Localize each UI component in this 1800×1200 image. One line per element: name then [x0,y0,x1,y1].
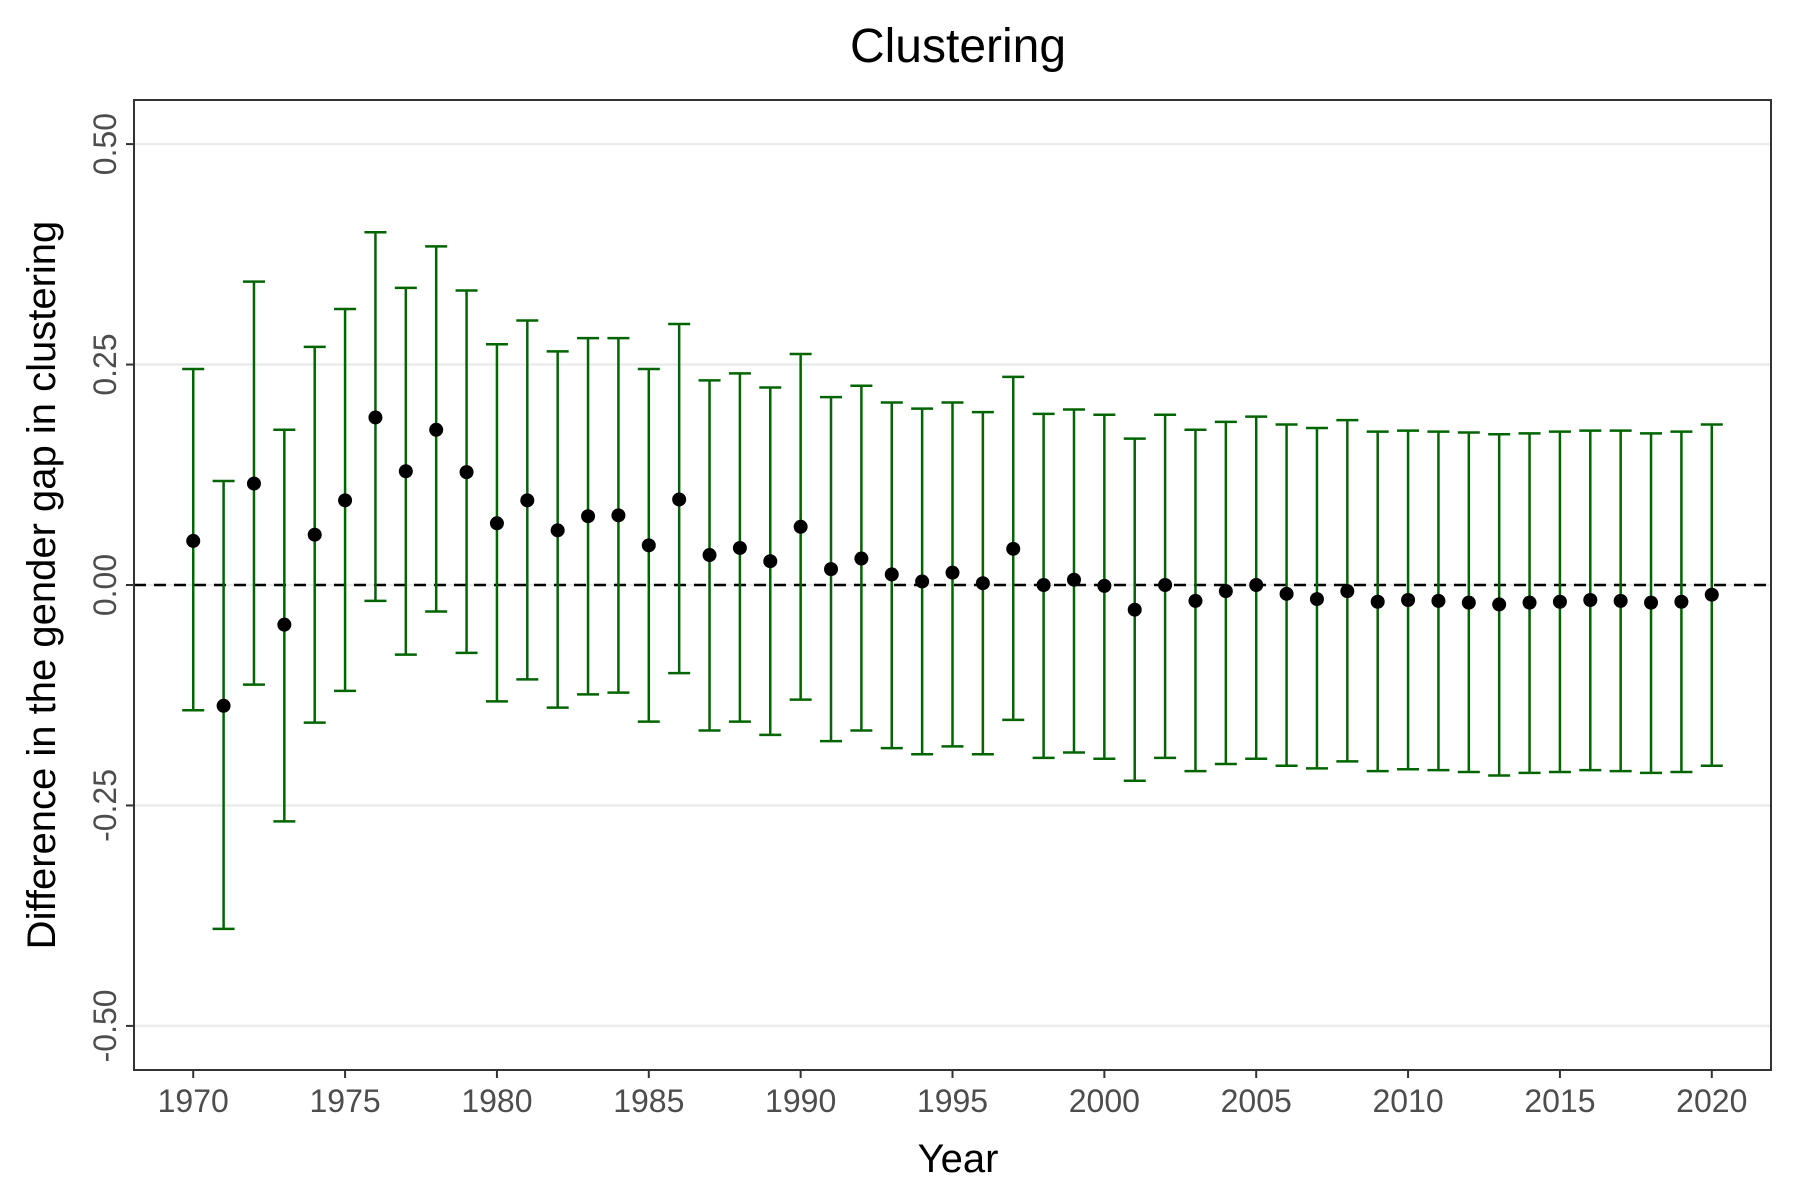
x-axis-ticks: 1970 1975 1980 1985 1990 1995 2000 2005 2010 2015… [158,1070,1747,1119]
data-point [732,540,747,555]
data-point [611,508,626,523]
x-axis-title: Year [918,1137,999,1181]
y-tick-label: 0.50 [87,113,123,175]
data-point [945,565,960,580]
data-point [641,538,656,553]
data-points [186,410,1719,713]
data-point [1097,578,1112,593]
data-point [1583,592,1598,607]
data-point [1158,578,1173,592]
data-point [429,422,444,437]
x-tick-label: 1985 [613,1083,684,1119]
data-point [1644,595,1659,610]
data-point [1127,602,1142,617]
data-point [1704,587,1719,602]
data-point [338,493,353,508]
y-tick-label: -0.25 [87,769,123,842]
data-point [1309,592,1324,607]
y-tick-label: -0.50 [87,989,123,1062]
data-point [1674,594,1689,609]
x-tick-label: 1970 [158,1083,229,1119]
data-point [307,527,322,542]
x-tick-label: 1995 [917,1083,988,1119]
data-point [1279,586,1294,601]
data-point [793,519,808,534]
x-tick-label: 2020 [1676,1083,1747,1119]
data-point [1249,578,1264,592]
data-point [1492,597,1507,612]
data-point [1036,578,1051,592]
x-tick-label: 1990 [765,1083,836,1119]
y-axis-ticks: -0.50 -0.25 0.00 0.25 0.50 [87,113,134,1062]
data-point [1340,584,1355,599]
data-point [398,464,413,479]
x-tick-label: 2010 [1372,1083,1443,1119]
data-point [489,516,504,531]
data-point [702,548,717,563]
error-bars [182,231,1723,931]
data-point [975,576,990,591]
chart-title: Clustering [850,20,1066,73]
data-point [854,551,869,566]
data-point [520,493,535,508]
data-point [186,533,201,548]
data-point [824,562,839,577]
data-point [1461,595,1476,610]
data-point [550,523,565,538]
data-point [1066,572,1081,587]
x-tick-label: 2000 [1069,1083,1140,1119]
y-tick-label: 0.00 [87,554,123,616]
data-point [1218,584,1233,599]
data-point [1522,595,1537,610]
y-axis-title: Difference in the gender gap in clusteri… [20,221,64,950]
data-point [1370,594,1385,609]
x-tick-label: 1980 [461,1083,532,1119]
data-point [581,509,596,524]
y-tick-label: 0.25 [87,333,123,395]
data-point [246,476,261,491]
data-point [1188,593,1203,608]
x-tick-label: 2015 [1524,1083,1595,1119]
data-point [216,698,231,713]
data-point [1401,592,1416,607]
data-point [915,574,930,589]
data-point [459,465,474,480]
x-tick-label: 2005 [1221,1083,1292,1119]
data-point [1552,594,1567,609]
data-point [672,492,687,507]
data-point [277,617,292,632]
data-point [368,410,383,425]
data-point [884,567,899,582]
data-point [1006,541,1021,556]
x-tick-label: 1975 [309,1083,380,1119]
data-point [1613,593,1628,608]
data-point [1431,593,1446,608]
data-point [763,554,778,569]
